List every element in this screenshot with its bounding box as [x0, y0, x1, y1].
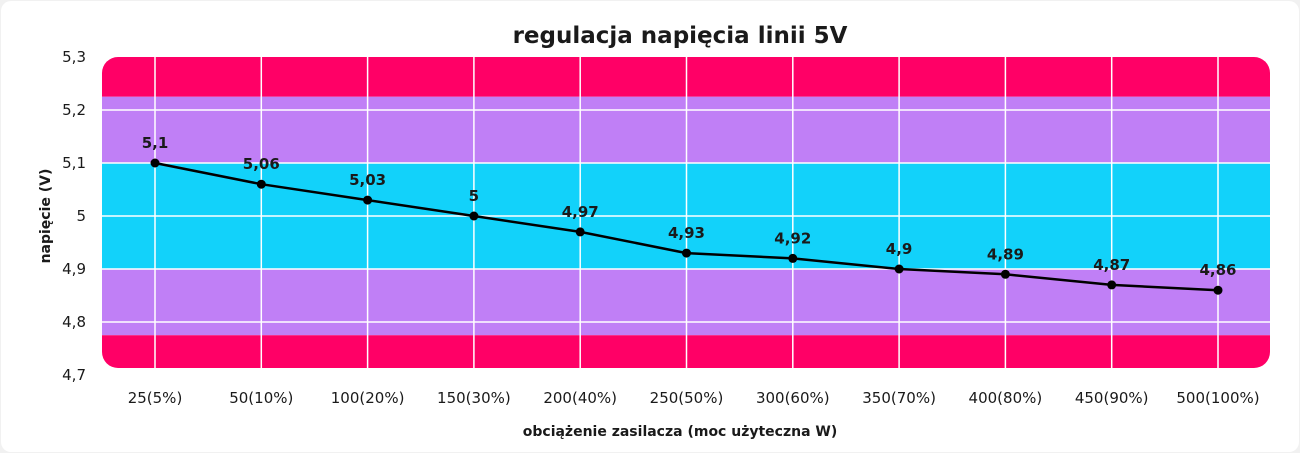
data-label: 4,92: [774, 229, 811, 247]
data-labels: 5,1 5,06 5,03 5 4,97 4,93 4,92 4,9 4,89 4,87 4,86: [142, 134, 1237, 279]
data-point: [1000, 269, 1010, 279]
data-point: [150, 158, 160, 168]
data-point: [894, 264, 904, 274]
y-axis-title: napięcie (V): [38, 169, 54, 264]
y-tick-label: 4,9: [62, 260, 86, 278]
x-axis-ticks: 25(5%) 50(10%) 100(20%) 150(30%) 200(40%) 250…: [128, 389, 1260, 407]
data-point: [1213, 285, 1223, 295]
x-tick-label: 500(100%): [1176, 389, 1259, 407]
chart-title: regulacja napięcia linii 5V: [513, 23, 848, 49]
x-tick-label: 400(80%): [969, 389, 1043, 407]
data-label: 4,97: [562, 203, 599, 221]
x-tick-label: 300(60%): [756, 389, 830, 407]
data-label: 4,89: [987, 245, 1024, 263]
y-axis-ticks: 5,3 5,2 5,1 5 4,9 4,8 4,7: [62, 48, 86, 384]
data-point: [1107, 280, 1117, 290]
data-point: [469, 211, 479, 221]
x-tick-label: 450(90%): [1075, 389, 1149, 407]
data-point: [788, 253, 798, 263]
y-tick-label: 5,2: [62, 101, 86, 119]
x-tick-label: 150(30%): [437, 389, 511, 407]
x-tick-label: 200(40%): [543, 389, 617, 407]
data-point: [682, 248, 691, 258]
y-tick-label: 5,1: [62, 154, 86, 172]
data-label: 5,1: [142, 134, 169, 152]
data-label: 5: [469, 187, 479, 205]
y-tick-label: 4,8: [62, 313, 86, 331]
x-tick-label: 100(20%): [331, 389, 405, 407]
data-label: 4,93: [668, 224, 705, 242]
y-tick-label: 5,3: [62, 48, 86, 66]
data-label: 5,06: [243, 155, 280, 173]
data-point: [363, 195, 373, 205]
y-tick-label: 4,7: [62, 366, 86, 384]
data-label: 4,9: [886, 240, 913, 258]
data-point: [256, 179, 266, 189]
y-tick-label: 5: [76, 207, 86, 225]
data-points: [150, 158, 1223, 295]
x-axis-title: obciążenie zasilacza (moc użyteczna W): [523, 424, 838, 440]
data-label: 5,03: [349, 171, 386, 189]
gridlines: [102, 57, 1270, 368]
data-label: 4,86: [1199, 261, 1236, 279]
data-label: 4,87: [1093, 256, 1130, 274]
x-tick-label: 250(50%): [650, 389, 724, 407]
x-tick-label: 25(5%): [128, 389, 183, 407]
x-tick-label: 50(10%): [229, 389, 293, 407]
x-tick-label: 350(70%): [862, 389, 936, 407]
data-point: [575, 227, 585, 237]
